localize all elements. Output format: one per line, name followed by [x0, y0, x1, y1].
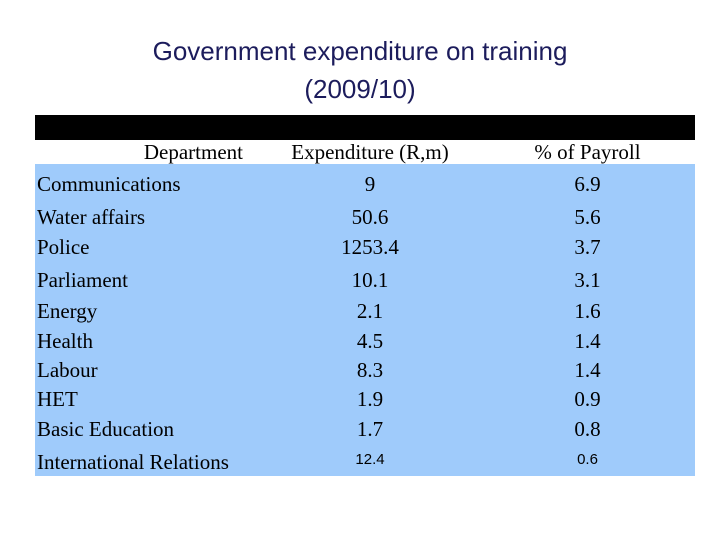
department-cell: Health: [37, 329, 93, 353]
value-cell: 1.9: [356, 387, 384, 411]
value-cell: 1.7: [356, 417, 384, 441]
value-cell: 1.4: [574, 329, 601, 353]
value-cell: 3.7: [574, 235, 601, 259]
value-cell: 50.6: [351, 205, 389, 229]
value-cell: 9: [364, 172, 376, 196]
value-cell: 2.1: [356, 299, 384, 323]
department-cell: International Relations: [37, 450, 229, 474]
header-cell: % of Payroll: [534, 140, 641, 164]
value-cell: 10.1: [351, 268, 389, 292]
department-cell: Water affairs: [37, 205, 146, 229]
value-cell: 4.5: [356, 329, 384, 353]
title-line: Government expenditure on training: [152, 36, 568, 66]
value-cell: 8.3: [356, 358, 384, 382]
table-body: [35, 164, 695, 476]
department-cell: Parliament: [37, 268, 128, 292]
title-line: (2009/10): [304, 74, 416, 104]
department-cell: Labour: [37, 358, 98, 382]
value-cell: 0.9: [574, 387, 601, 411]
header-band: [35, 115, 695, 140]
value-cell: 5.6: [574, 205, 601, 229]
department-cell: Basic Education: [37, 417, 175, 441]
department-cell: Energy: [37, 299, 98, 323]
header-cell: Expenditure (R,m): [291, 140, 449, 164]
value-cell: 6.9: [574, 172, 601, 196]
value-cell: 0.6: [577, 451, 598, 468]
department-cell: Police: [37, 235, 90, 259]
header-cell: Department: [143, 140, 243, 164]
value-cell: 12.4: [355, 451, 385, 468]
department-cell: HET: [37, 387, 78, 411]
value-cell: 1.4: [574, 358, 601, 382]
value-cell: 3.1: [574, 268, 601, 292]
value-cell: 1253.4: [341, 235, 399, 259]
department-cell: Communications: [37, 172, 181, 196]
value-cell: 0.8: [574, 417, 601, 441]
value-cell: 1.6: [574, 299, 601, 323]
